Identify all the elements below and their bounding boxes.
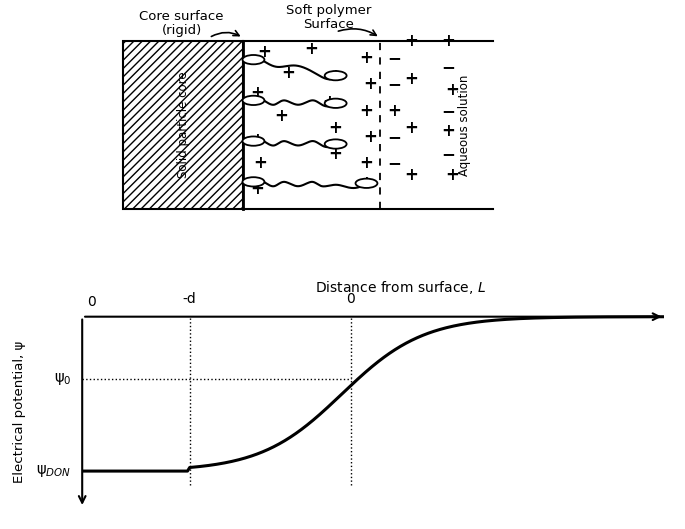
Text: +: +	[360, 49, 373, 67]
Circle shape	[325, 98, 347, 108]
Text: +: +	[445, 81, 459, 99]
Text: +: +	[360, 174, 373, 193]
Text: +: +	[322, 93, 336, 111]
Text: +: +	[281, 63, 295, 82]
Text: +: +	[363, 127, 377, 146]
Text: −: −	[442, 58, 456, 76]
Text: −: −	[442, 102, 456, 120]
Text: +: +	[442, 122, 456, 140]
Text: +: +	[404, 32, 418, 50]
Text: +: +	[404, 166, 418, 184]
Text: Aqueous solution: Aqueous solution	[458, 75, 471, 176]
Text: +: +	[360, 154, 373, 172]
Text: Electrical potential, ψ: Electrical potential, ψ	[13, 341, 26, 484]
Text: +: +	[445, 166, 459, 184]
Text: +: +	[363, 75, 377, 94]
Text: +: +	[387, 102, 401, 120]
Text: +: +	[442, 32, 456, 50]
Text: 0: 0	[87, 295, 95, 309]
Text: +: +	[329, 145, 342, 163]
Text: +: +	[305, 40, 319, 59]
Text: +: +	[250, 84, 264, 102]
Text: +: +	[253, 154, 267, 172]
Text: −: −	[442, 145, 456, 163]
Text: ψ$_{DON}$: ψ$_{DON}$	[36, 463, 71, 479]
Text: Core surface: Core surface	[139, 10, 224, 23]
Text: Soft polymer: Soft polymer	[286, 4, 371, 17]
Text: +: +	[250, 180, 264, 198]
Circle shape	[242, 96, 264, 105]
Text: 0: 0	[347, 291, 356, 306]
Text: (rigid): (rigid)	[162, 24, 201, 37]
Text: ψ$_0$: ψ$_0$	[54, 371, 71, 387]
Bar	[123, 41, 243, 209]
Circle shape	[242, 177, 264, 187]
Text: +: +	[360, 102, 373, 120]
Text: -d: -d	[183, 291, 197, 306]
Circle shape	[356, 179, 377, 188]
Text: +: +	[250, 131, 264, 149]
Text: +: +	[257, 43, 271, 61]
Text: −: −	[387, 154, 401, 172]
Text: Solid particle core: Solid particle core	[177, 72, 190, 178]
Text: −: −	[387, 49, 401, 67]
Text: Distance from surface, $L$: Distance from surface, $L$	[314, 279, 486, 296]
Text: −: −	[387, 127, 401, 146]
Text: Surface: Surface	[303, 18, 354, 31]
Circle shape	[242, 55, 264, 65]
Text: −: −	[387, 75, 401, 94]
Circle shape	[325, 139, 347, 149]
Text: +: +	[404, 119, 418, 137]
Text: +: +	[329, 119, 342, 137]
Text: +: +	[274, 107, 288, 125]
Text: +: +	[329, 67, 342, 85]
Circle shape	[325, 71, 347, 80]
Text: +: +	[404, 69, 418, 88]
Circle shape	[242, 136, 264, 146]
